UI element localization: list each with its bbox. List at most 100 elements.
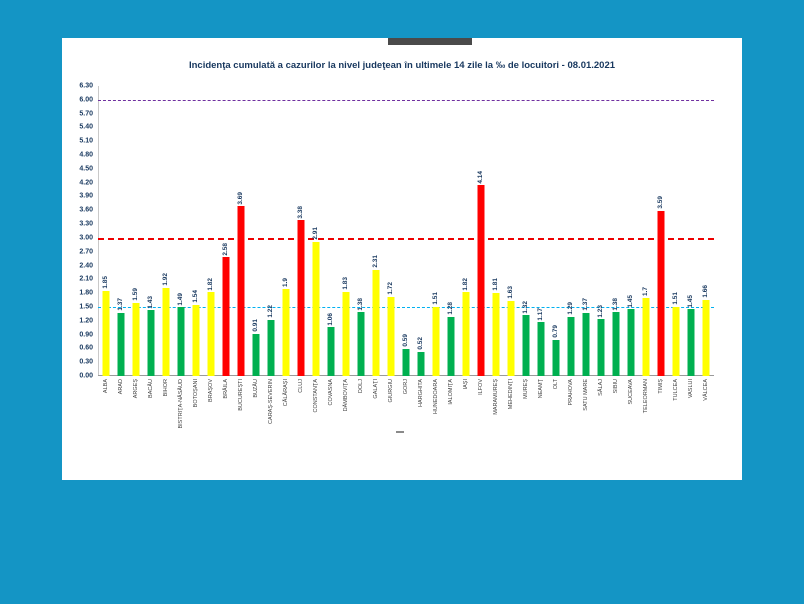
y-axis-tick-label: 4.80 xyxy=(79,151,93,159)
bar-slot: 1.81 MARAMUREŞ xyxy=(489,86,504,415)
bar-sibiu xyxy=(612,312,620,376)
x-axis-category-label: SATU MARE xyxy=(583,379,590,411)
plot-area: 0.00 0.30 0.60 0.90 1.20 1.50 1.80 2.10 2.40 2.70… xyxy=(79,83,714,429)
x-axis-category-label: GIURGIU xyxy=(387,379,394,403)
x-axis-category-label: CĂLĂRAŞI xyxy=(282,379,289,407)
bar-slot: 1.82 BRAŞOV xyxy=(203,86,218,402)
bar-slot: 1.06 COVASNA xyxy=(323,86,338,406)
y-axis-tick-label: 0.90 xyxy=(79,331,93,339)
y-axis-tick-label: 0.60 xyxy=(79,344,93,352)
bar-slot: 1.7 TELEORMAN xyxy=(639,86,654,413)
y-axis-tick-label: 6.30 xyxy=(79,82,93,90)
footnote-dash-artifact xyxy=(396,431,404,433)
bar-vaslui xyxy=(687,309,695,376)
bar-braşov xyxy=(207,292,215,376)
bar-slot: 3.59 TIMIŞ xyxy=(654,86,669,394)
bar-value-label: 1.59 xyxy=(131,288,139,301)
bar-bacău xyxy=(147,310,155,376)
bar-harghita xyxy=(417,352,425,376)
bar-value-label: 1.7 xyxy=(642,286,650,296)
x-axis-category-label: BIHOR xyxy=(162,379,169,397)
bar-slot: 1.72 GIURGIU xyxy=(383,86,398,403)
x-axis-category-label: BUZĂU xyxy=(252,379,259,398)
bar-slot: 1.17 NEAMŢ xyxy=(534,86,549,398)
bar-value-label: 1.66 xyxy=(702,284,710,298)
bar-slot: 1.23 SĂLAJ xyxy=(594,86,609,396)
x-axis-category-label: TELEORMAN xyxy=(643,379,650,414)
bar-brăila xyxy=(222,257,230,376)
bar-bucureşti xyxy=(237,206,245,376)
bar-arad xyxy=(117,312,125,376)
bar-timiş xyxy=(657,210,665,376)
bar-giurgiu xyxy=(387,296,395,376)
bar-vâlcea xyxy=(702,299,710,376)
x-axis-category-label: MEHEDINŢI xyxy=(508,379,515,410)
bar-value-label: 4.14 xyxy=(477,170,485,184)
bar-value-label: 1.92 xyxy=(161,272,169,286)
bar-value-label: 3.69 xyxy=(236,191,244,205)
bar-prahova xyxy=(567,316,575,376)
bar-value-label: 1.81 xyxy=(492,278,500,291)
bar-maramureş xyxy=(492,292,500,376)
x-axis-category-label: GORJ xyxy=(402,379,409,395)
x-axis-category-label: TULCEA xyxy=(673,379,680,401)
bar-galaţi xyxy=(372,269,380,376)
bar-teleorman xyxy=(642,297,650,376)
bar-slot: 2.31 GALAŢI xyxy=(368,86,383,399)
y-axis-tick-label: 3.30 xyxy=(79,220,93,228)
bar-slot: 1.83 DÂMBOVIŢA xyxy=(338,86,353,411)
x-axis-category-label: BOTOŞANI xyxy=(192,379,199,408)
top-edge-artifact xyxy=(388,38,472,45)
bar-slot: 1.29 PRAHOVA xyxy=(564,86,579,406)
bar-caraş-severin xyxy=(267,319,275,376)
bar-slot: 1.85 ALBA xyxy=(98,86,113,393)
bar-călăraşi xyxy=(282,288,290,376)
x-axis-category-label: GALAŢI xyxy=(372,379,379,399)
bar-value-label: 1.49 xyxy=(176,292,184,306)
x-axis-category-label: SIBIU xyxy=(613,379,620,394)
y-axis-tick-label: 4.50 xyxy=(79,165,93,173)
bar-slot: 1.45 VASLUI xyxy=(684,86,699,398)
y-axis-tick-label: 1.20 xyxy=(79,317,93,325)
bar-tulcea xyxy=(672,306,680,376)
bar-covasna xyxy=(327,327,335,376)
bar-value-label: 1.38 xyxy=(356,297,364,311)
bar-value-label: 1.06 xyxy=(326,312,334,326)
bar-value-label: 3.38 xyxy=(296,205,304,219)
bar-bistriţa-năsăud xyxy=(177,307,185,376)
x-axis-category-label: ILFOV xyxy=(478,379,485,395)
x-axis-category-label: BUCUREŞTI xyxy=(237,379,244,411)
bar-value-label: 0.91 xyxy=(251,319,259,333)
bar-value-label: 1.28 xyxy=(447,302,455,316)
y-axis-tick-label: 2.10 xyxy=(79,275,93,283)
bar-value-label: 1.83 xyxy=(341,277,349,290)
bar-value-label: 1.72 xyxy=(386,282,394,295)
x-axis-category-label: VASLUI xyxy=(688,379,695,399)
bar-slot: 1.38 DOLJ xyxy=(353,86,368,393)
x-axis-category-label: DOLJ xyxy=(357,379,364,394)
bar-slot: 0.59 GORJ xyxy=(398,86,413,394)
x-axis-category-label: MARAMUREŞ xyxy=(493,379,500,415)
bar-slot: 1.37 ARAD xyxy=(113,86,128,394)
bar-slot: 1.51 HUNEDOARA xyxy=(429,86,444,414)
reference-line-1.50 xyxy=(98,306,714,308)
bar-slot: 1.66 VÂLCEA xyxy=(699,86,714,401)
bar-alba xyxy=(102,290,109,376)
bar-slot: 0.52 HARGHITA xyxy=(414,86,429,407)
bar-ialomiţa xyxy=(447,317,455,376)
x-axis-category-label: VÂLCEA xyxy=(703,379,710,401)
bar-value-label: 1.23 xyxy=(597,304,605,318)
y-axis-tick-label: 4.20 xyxy=(79,179,93,187)
y-axis-tick-label: 5.70 xyxy=(79,110,93,118)
x-axis-category-label: CARAŞ-SEVERIN xyxy=(267,379,274,424)
x-axis-category-label: BACĂU xyxy=(147,379,154,398)
bar-gorj xyxy=(402,348,410,376)
bar-slot: 1.54 BOTOŞANI xyxy=(188,86,203,407)
x-axis-category-label: TIMIŞ xyxy=(658,379,665,394)
x-axis-category-label: NEAMŢ xyxy=(538,379,545,399)
x-axis-category-label: HUNEDOARA xyxy=(433,379,440,415)
bar-value-label: 1.9 xyxy=(281,277,289,287)
bar-slot: 0.91 BUZĂU xyxy=(248,86,263,398)
bar-slot: 1.63 MEHEDINŢI xyxy=(504,86,519,409)
